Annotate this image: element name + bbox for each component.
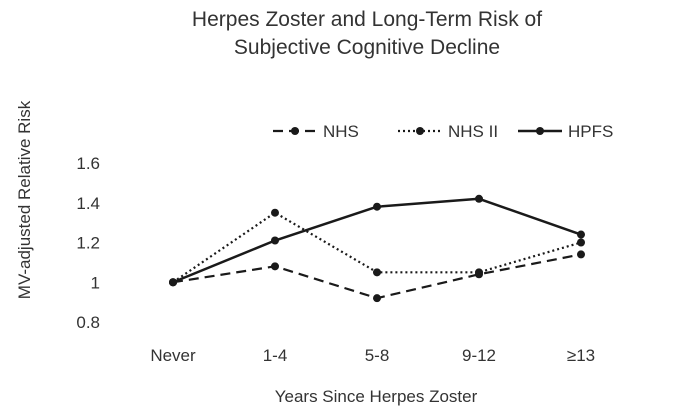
chart-title-line2: Subjective Cognitive Decline: [234, 36, 500, 59]
y-tick-label: 1.6: [76, 154, 100, 173]
data-point-nhs: [271, 262, 279, 271]
y-tick-label: 0.8: [76, 313, 100, 332]
legend-marker: [416, 127, 424, 135]
legend: NHS NHS II HPFS: [273, 122, 613, 141]
legend-label: HPFS: [568, 122, 613, 141]
chart-title-line1: Herpes Zoster and Long-Term Risk of: [192, 8, 542, 31]
x-tick-label: Never: [150, 346, 196, 365]
data-point-hpfs: [577, 230, 585, 239]
data-point-hpfs: [373, 202, 381, 211]
legend-marker: [536, 127, 544, 135]
data-point-nhs-ii: [475, 268, 483, 277]
data-point-nhs-ii: [577, 238, 585, 247]
legend-marker: [291, 127, 299, 135]
legend-label: NHS: [323, 122, 359, 141]
x-tick-label: 9-12: [462, 346, 496, 365]
y-axis-title: MV-adjusted Relative Risk: [15, 100, 34, 299]
y-tick-label: 1.2: [76, 234, 100, 253]
series-layer: [169, 194, 585, 303]
data-point-nhs-ii: [271, 208, 279, 217]
y-tick-label: 1.4: [76, 194, 100, 213]
x-tick-label: 1-4: [263, 346, 288, 365]
y-axis-ticks: 0.8 1 1.2 1.4 1.6: [76, 154, 100, 332]
data-point-hpfs: [475, 194, 483, 203]
x-axis-title: Years Since Herpes Zoster: [275, 387, 478, 406]
data-point-hpfs: [271, 236, 279, 245]
x-tick-label: ≥13: [567, 346, 595, 365]
data-point-nhs: [577, 250, 585, 259]
data-point-nhs: [373, 294, 381, 303]
x-axis-ticks: Never 1-4 5-8 9-12 ≥13: [150, 346, 595, 365]
y-tick-label: 1: [91, 273, 100, 292]
data-point-hpfs: [169, 278, 177, 287]
data-point-nhs-ii: [373, 268, 381, 277]
x-tick-label: 5-8: [365, 346, 390, 365]
legend-label: NHS II: [448, 122, 498, 141]
